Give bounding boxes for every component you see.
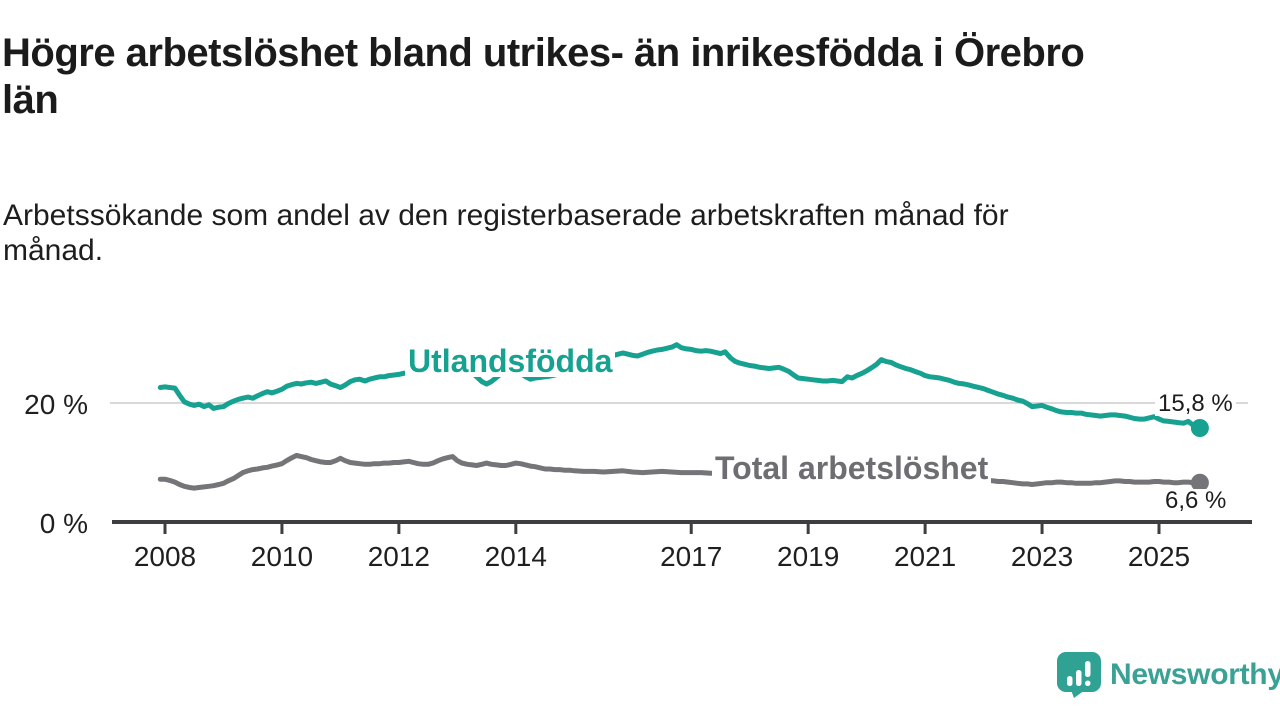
series-end-dot-utlandsfodda	[1190, 419, 1209, 437]
series-label-total-arbetsloshet: Total arbetslöshet	[712, 452, 992, 484]
newsworthy-logo: Newsworthy	[1057, 652, 1280, 698]
x-axis-tick-label: 2012	[368, 541, 430, 572]
page-title-line-2: län	[2, 78, 59, 122]
series-line-total-arbetsloshet	[157, 452, 1203, 491]
newsworthy-logo-icon	[1057, 652, 1101, 698]
series-end-dot-total-arbetsloshet	[1190, 473, 1209, 492]
y-axis-tick-label: 0 %	[40, 508, 88, 539]
x-axis-tick-label: 2014	[485, 541, 547, 572]
page-subtitle: Arbetssökande som andel av den registerb…	[3, 198, 1203, 268]
page-title: Högre arbetslöshet bland utrikes- än inr…	[2, 30, 1252, 124]
page-subtitle-line-2: månad.	[3, 234, 104, 267]
series-line-utlandsfodda	[157, 342, 1203, 431]
end-value-label-total-arbetsloshet: 6,6 %	[1162, 489, 1230, 513]
x-axis-tick-label: 2017	[660, 541, 722, 572]
page-title-line-1: Högre arbetslöshet bland utrikes- än inr…	[2, 31, 1085, 75]
x-axis-tick-label: 2008	[134, 541, 196, 572]
end-value-label-utlandsfodda: 15,8 %	[1155, 392, 1236, 416]
x-axis-tick-label: 2025	[1128, 541, 1190, 572]
x-axis-tick-label: 2010	[251, 541, 313, 572]
x-axis-tick-label: 2021	[894, 541, 956, 572]
newsworthy-logo-text: Newsworthy	[1110, 658, 1280, 691]
y-axis-tick-label: 20 %	[24, 389, 88, 420]
x-axis-tick-label: 2019	[777, 541, 839, 572]
x-axis-tick-label: 2023	[1011, 541, 1073, 572]
page-subtitle-line-1: Arbetssökande som andel av den registerb…	[3, 199, 1009, 232]
series-label-utlandsfodda: Utlandsfödda	[405, 345, 616, 377]
